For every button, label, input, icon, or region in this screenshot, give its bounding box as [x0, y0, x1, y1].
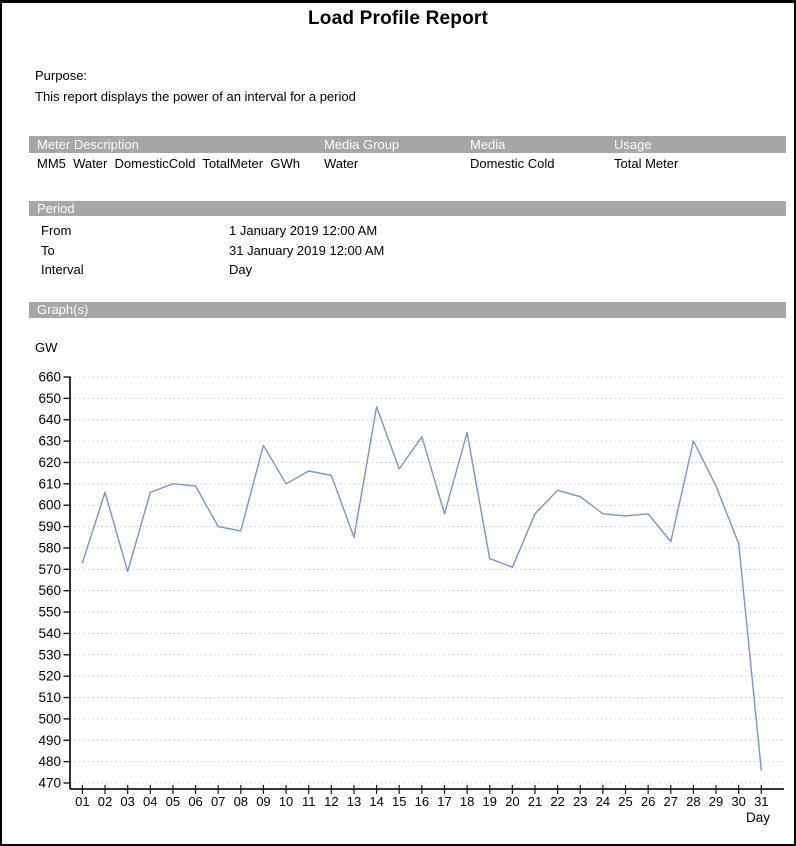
svg-text:13: 13 — [347, 794, 361, 809]
svg-text:630: 630 — [38, 434, 61, 449]
to-value: 31 January 2019 12:00 AM — [229, 243, 385, 258]
svg-text:31: 31 — [754, 794, 768, 809]
period-row-from: From 1 January 2019 12:00 AM — [29, 221, 729, 241]
svg-text:530: 530 — [38, 647, 61, 662]
header-meter-description: Meter Description — [37, 137, 139, 152]
svg-text:580: 580 — [38, 540, 61, 555]
period-row-to: To 31 January 2019 12:00 AM — [29, 241, 729, 261]
meter-table-header: Meter Description Media Group Media Usag… — [29, 136, 786, 153]
svg-text:490: 490 — [38, 733, 61, 748]
header-media-group: Media Group — [324, 137, 400, 152]
svg-text:17: 17 — [437, 794, 451, 809]
svg-text:02: 02 — [98, 794, 112, 809]
interval-label: Interval — [41, 262, 84, 277]
svg-text:30: 30 — [731, 794, 745, 809]
svg-text:550: 550 — [38, 605, 61, 620]
series-line — [81, 406, 762, 771]
svg-text:22: 22 — [550, 794, 564, 809]
svg-text:10: 10 — [279, 794, 293, 809]
svg-text:470: 470 — [38, 776, 61, 791]
svg-text:28: 28 — [686, 794, 700, 809]
to-label: To — [41, 243, 55, 258]
svg-text:18: 18 — [460, 794, 474, 809]
svg-text:500: 500 — [38, 711, 61, 726]
svg-text:610: 610 — [38, 476, 61, 491]
svg-text:04: 04 — [143, 794, 157, 809]
svg-text:01: 01 — [75, 794, 89, 809]
chart-area: 470 480 490 500 510 520 530 540 550 560 570 580 590 6… — [2, 358, 794, 843]
svg-text:540: 540 — [38, 626, 61, 641]
svg-text:11: 11 — [302, 794, 316, 809]
svg-text:520: 520 — [38, 669, 61, 684]
svg-text:06: 06 — [188, 794, 202, 809]
cell-media-group: Water — [324, 156, 359, 171]
svg-text:21: 21 — [528, 794, 542, 809]
x-axis-ticks — [81, 785, 762, 794]
cell-meter-description: MM5 Water DomesticCold TotalMeter GWh — [37, 156, 300, 171]
svg-text:16: 16 — [415, 794, 429, 809]
svg-text:14: 14 — [369, 794, 383, 809]
x-axis-title: Day — [746, 810, 770, 825]
svg-text:570: 570 — [38, 562, 61, 577]
x-axis-labels: 01 02 03 04 05 06 07 08 09 10 11 12 13 14 15 16 17 18 19 20… — [75, 794, 768, 809]
cell-media: Domestic Cold — [470, 156, 555, 171]
y-axis-labels: 470 480 490 500 510 520 530 540 550 560 570 580 590 6… — [38, 370, 61, 791]
svg-text:20: 20 — [505, 794, 519, 809]
page-title: Load Profile Report — [307, 8, 489, 29]
svg-text:510: 510 — [38, 690, 61, 705]
svg-text:05: 05 — [166, 794, 180, 809]
svg-text:08: 08 — [234, 794, 248, 809]
interval-value: Day — [229, 262, 253, 277]
purpose-text: This report displays the power of an int… — [35, 89, 356, 104]
y-axis-unit-label: GW — [35, 340, 58, 355]
load-profile-chart: 470 480 490 500 510 520 530 540 550 560 570 580 590 6… — [38, 370, 784, 825]
period-section-bar: Period — [29, 201, 786, 216]
svg-text:26: 26 — [641, 794, 655, 809]
graphs-section-label: Graph(s) — [37, 302, 89, 317]
from-label: From — [41, 223, 72, 238]
gridlines — [70, 376, 784, 784]
svg-text:29: 29 — [709, 794, 723, 809]
purpose-label: Purpose: — [35, 68, 88, 83]
svg-text:25: 25 — [618, 794, 632, 809]
svg-text:480: 480 — [38, 754, 61, 769]
cell-usage: Total Meter — [614, 156, 679, 171]
svg-text:09: 09 — [256, 794, 270, 809]
svg-text:12: 12 — [324, 794, 338, 809]
graphs-section-bar: Graph(s) — [29, 302, 786, 318]
period-section-label: Period — [37, 201, 75, 216]
svg-text:27: 27 — [664, 794, 678, 809]
header-usage: Usage — [614, 137, 652, 152]
svg-text:590: 590 — [38, 519, 61, 534]
svg-text:650: 650 — [38, 391, 61, 406]
svg-text:15: 15 — [392, 794, 406, 809]
period-row-interval: Interval Day — [29, 260, 729, 280]
meter-table-row: MM5 Water DomesticCold TotalMeter GWh Wa… — [29, 155, 786, 172]
svg-text:560: 560 — [38, 583, 61, 598]
svg-text:07: 07 — [211, 794, 225, 809]
header-media: Media — [470, 137, 506, 152]
svg-text:620: 620 — [38, 455, 61, 470]
svg-text:600: 600 — [38, 498, 61, 513]
svg-text:660: 660 — [38, 370, 61, 385]
svg-text:24: 24 — [596, 794, 610, 809]
svg-text:23: 23 — [573, 794, 587, 809]
svg-text:03: 03 — [120, 794, 134, 809]
svg-text:19: 19 — [483, 794, 497, 809]
from-value: 1 January 2019 12:00 AM — [229, 223, 378, 238]
svg-text:640: 640 — [38, 412, 61, 427]
